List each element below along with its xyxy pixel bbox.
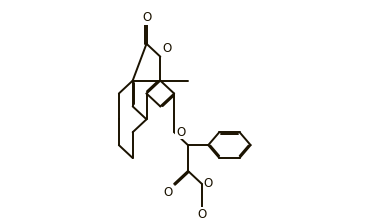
Text: O: O [204,177,213,190]
Text: O: O [142,11,151,24]
Text: O: O [163,186,172,199]
Text: O: O [197,208,206,221]
Text: O: O [162,42,171,55]
Text: O: O [176,126,185,139]
